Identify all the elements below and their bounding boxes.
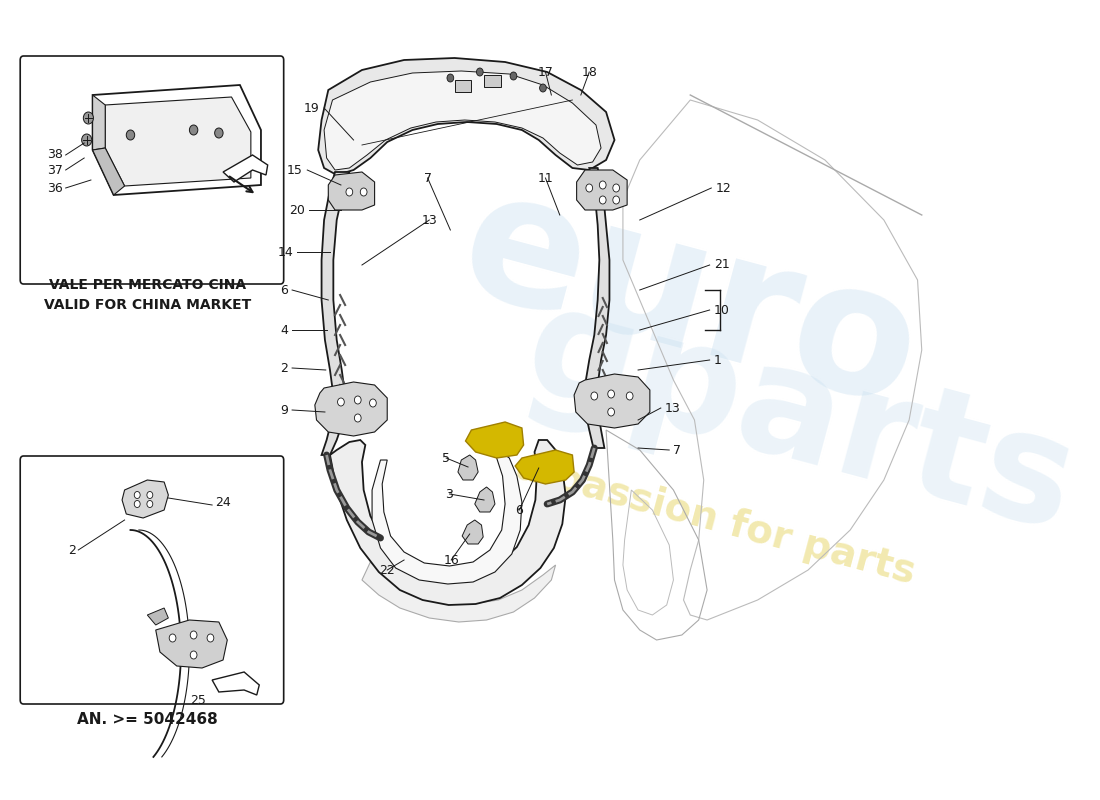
Circle shape xyxy=(126,130,134,140)
Text: 6: 6 xyxy=(280,283,288,297)
Circle shape xyxy=(608,390,615,398)
Text: 13: 13 xyxy=(666,402,681,414)
Polygon shape xyxy=(321,172,350,455)
Polygon shape xyxy=(147,608,168,625)
Polygon shape xyxy=(462,520,483,544)
Text: 10: 10 xyxy=(714,303,729,317)
Polygon shape xyxy=(92,95,106,150)
Text: 25: 25 xyxy=(190,694,206,706)
Text: 12: 12 xyxy=(715,182,732,194)
Circle shape xyxy=(354,396,361,404)
Circle shape xyxy=(591,392,597,400)
Bar xyxy=(484,75,500,87)
Circle shape xyxy=(147,501,153,507)
Polygon shape xyxy=(223,155,267,182)
Text: 19: 19 xyxy=(304,102,320,114)
FancyBboxPatch shape xyxy=(20,56,284,284)
Polygon shape xyxy=(372,452,521,584)
Text: 13: 13 xyxy=(421,214,437,226)
Circle shape xyxy=(613,196,619,204)
Circle shape xyxy=(370,399,376,407)
Text: 17: 17 xyxy=(538,66,553,78)
Circle shape xyxy=(84,112,94,124)
Text: 1: 1 xyxy=(714,354,722,366)
Text: 6: 6 xyxy=(516,503,524,517)
Text: 7: 7 xyxy=(424,171,431,185)
FancyBboxPatch shape xyxy=(20,456,284,704)
Circle shape xyxy=(81,134,91,146)
Text: 11: 11 xyxy=(538,171,553,185)
Text: 15: 15 xyxy=(287,163,303,177)
Circle shape xyxy=(346,188,353,196)
Circle shape xyxy=(214,128,223,138)
Polygon shape xyxy=(122,480,168,518)
Text: 21: 21 xyxy=(714,258,729,271)
Polygon shape xyxy=(315,382,387,436)
Circle shape xyxy=(608,408,615,416)
Text: 24: 24 xyxy=(214,495,230,509)
Polygon shape xyxy=(328,172,375,210)
Circle shape xyxy=(169,634,176,642)
Circle shape xyxy=(361,188,367,196)
Polygon shape xyxy=(576,170,627,210)
Text: 14: 14 xyxy=(277,246,293,258)
Circle shape xyxy=(134,501,140,507)
Circle shape xyxy=(207,634,213,642)
Polygon shape xyxy=(515,450,574,484)
Text: 18: 18 xyxy=(581,66,597,78)
Text: VALE PER MERCATO CINA
VALID FOR CHINA MARKET: VALE PER MERCATO CINA VALID FOR CHINA MA… xyxy=(44,278,251,312)
Circle shape xyxy=(189,125,198,135)
Polygon shape xyxy=(106,97,251,186)
Circle shape xyxy=(354,414,361,422)
Text: 16: 16 xyxy=(443,554,459,566)
Text: 9: 9 xyxy=(280,403,288,417)
Circle shape xyxy=(626,392,632,400)
Circle shape xyxy=(600,181,606,189)
Polygon shape xyxy=(585,168,609,448)
Circle shape xyxy=(510,72,517,80)
Circle shape xyxy=(147,491,153,498)
Polygon shape xyxy=(318,58,615,175)
Polygon shape xyxy=(212,672,260,695)
Polygon shape xyxy=(324,71,601,170)
Text: 36: 36 xyxy=(47,182,63,194)
Text: AN. >= 5042468: AN. >= 5042468 xyxy=(77,713,218,727)
Polygon shape xyxy=(458,455,478,480)
Polygon shape xyxy=(362,562,556,622)
Circle shape xyxy=(613,184,619,192)
Text: 22: 22 xyxy=(379,563,395,577)
Text: 5: 5 xyxy=(442,451,450,465)
Polygon shape xyxy=(156,620,228,668)
Text: 37: 37 xyxy=(47,163,63,177)
Circle shape xyxy=(540,84,547,92)
Text: 2: 2 xyxy=(280,362,288,374)
Text: be: be xyxy=(98,599,273,721)
Polygon shape xyxy=(574,374,650,428)
Polygon shape xyxy=(475,487,495,512)
Circle shape xyxy=(338,398,344,406)
Text: euro: euro xyxy=(443,155,937,445)
Text: 20: 20 xyxy=(289,203,305,217)
Polygon shape xyxy=(330,440,565,605)
Text: 38: 38 xyxy=(47,149,63,162)
Circle shape xyxy=(586,184,593,192)
Circle shape xyxy=(134,491,140,498)
Circle shape xyxy=(190,651,197,659)
Text: 2: 2 xyxy=(68,543,76,557)
Text: 7: 7 xyxy=(673,443,681,457)
Circle shape xyxy=(600,196,606,204)
Text: 3: 3 xyxy=(446,487,453,501)
Polygon shape xyxy=(92,148,124,195)
Text: 4: 4 xyxy=(280,323,288,337)
Circle shape xyxy=(476,68,483,76)
Text: gparts: gparts xyxy=(509,275,1090,565)
Polygon shape xyxy=(465,422,524,458)
Bar xyxy=(454,80,472,92)
Circle shape xyxy=(447,74,453,82)
Text: a passion for parts: a passion for parts xyxy=(512,448,920,592)
Circle shape xyxy=(190,631,197,639)
